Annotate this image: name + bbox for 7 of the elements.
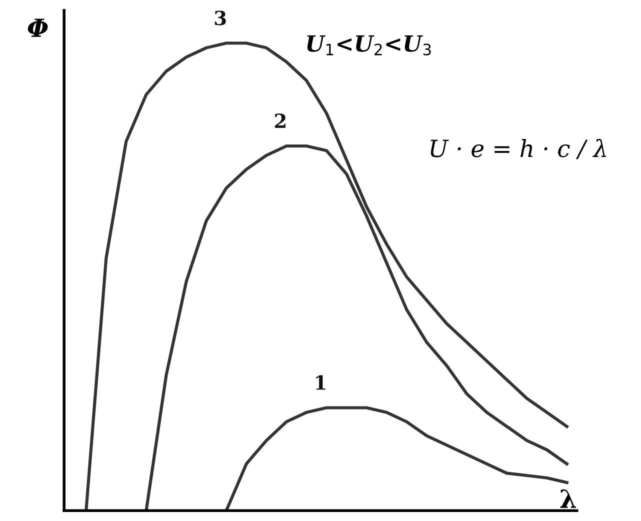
series-label: 3 [214,10,226,26]
series-label: 2 [274,113,286,128]
series-label: 1 [316,375,326,390]
annotation: U$_{1}$<U$_{2}$<U$_{3}$ [307,35,431,56]
x-axis-title: λ [560,489,576,508]
y-axis-title: Φ [28,18,48,37]
annotation: U · e = h · c / λ [430,138,606,160]
